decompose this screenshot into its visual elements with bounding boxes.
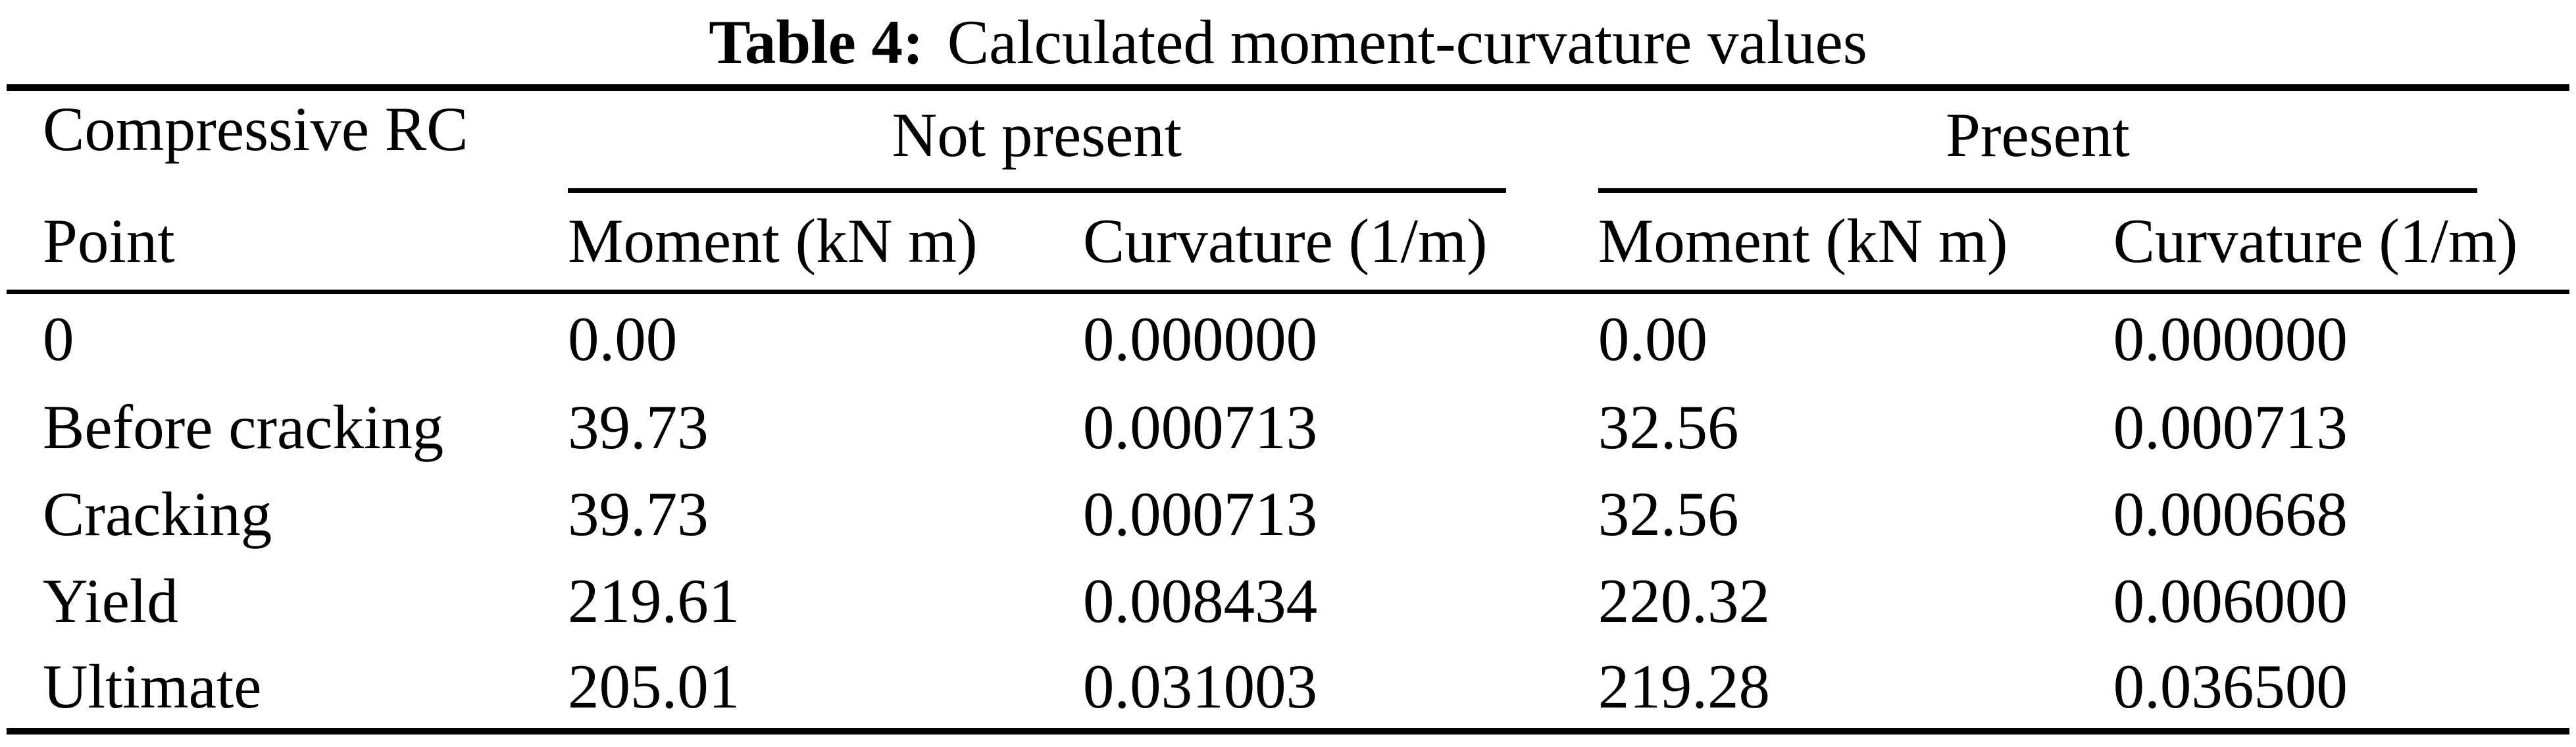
cell-p-curvature: 0.000000 bbox=[2113, 303, 2348, 374]
col-header-moment-present: Moment (kN m) bbox=[1598, 193, 2113, 294]
cell-np-curvature: 0.000713 bbox=[1082, 392, 1318, 462]
cell-p-curvature: 0.036500 bbox=[2113, 651, 2348, 721]
group-header-row: Compressive RC Not present Present bbox=[7, 88, 2569, 193]
cell-point: Cracking bbox=[43, 479, 272, 549]
cell-p-curvature: 0.006000 bbox=[2113, 566, 2348, 636]
moment-curvature-table: Compressive RC Not present Present Point… bbox=[7, 84, 2569, 734]
table-row: Ultimate 205.01 0.031003 219.28 0.036500 bbox=[7, 644, 2569, 731]
cell-np-curvature: 0.008434 bbox=[1082, 566, 1318, 636]
table-row: Cracking 39.73 0.000713 32.56 0.000668 bbox=[7, 471, 2569, 557]
cell-np-curvature: 0.000000 bbox=[1082, 303, 1318, 374]
group-label-not-present: Not present bbox=[568, 99, 1506, 193]
cell-np-moment: 39.73 bbox=[568, 392, 709, 462]
cell-np-moment: 205.01 bbox=[568, 651, 740, 721]
group-header-present: Present bbox=[1598, 88, 2569, 193]
table-row: 0 0.00 0.000000 0.00 0.000000 bbox=[7, 292, 2569, 384]
group-header-not-present: Not present bbox=[568, 88, 1598, 193]
cell-p-moment: 32.56 bbox=[1598, 392, 1739, 462]
header-point: Point bbox=[7, 193, 568, 294]
col-header-curvature-present: Curvature (1/m) bbox=[2113, 193, 2569, 294]
col-header-curvature-not-present: Curvature (1/m) bbox=[1082, 193, 1598, 294]
cell-p-moment: 32.56 bbox=[1598, 479, 1739, 549]
table-row: Yield 219.61 0.008434 220.32 0.006000 bbox=[7, 557, 2569, 644]
cell-np-curvature: 0.000713 bbox=[1082, 479, 1318, 549]
cell-p-moment: 219.28 bbox=[1598, 651, 1771, 721]
cell-np-moment: 219.61 bbox=[568, 566, 740, 636]
table-row: Before cracking 39.73 0.000713 32.56 0.0… bbox=[7, 384, 2569, 471]
cell-np-curvature: 0.031003 bbox=[1082, 651, 1318, 721]
table-caption: Table 4: Calculated moment-curvature val… bbox=[0, 0, 2576, 84]
cell-np-moment: 39.73 bbox=[568, 479, 709, 549]
cell-point: Before cracking bbox=[43, 392, 444, 462]
group-label-present: Present bbox=[1598, 99, 2477, 193]
cell-point: Ultimate bbox=[43, 651, 262, 721]
table-caption-label: Table 4: bbox=[709, 7, 924, 77]
col-header-moment-not-present: Moment (kN m) bbox=[568, 193, 1083, 294]
cell-p-curvature: 0.000668 bbox=[2113, 479, 2348, 549]
cell-p-moment: 220.32 bbox=[1598, 566, 1771, 636]
table-header: Compressive RC Not present Present Point… bbox=[7, 88, 2569, 294]
cell-point: Yield bbox=[43, 566, 178, 636]
column-header-row: Point Moment (kN m) Curvature (1/m) Mome… bbox=[7, 193, 2569, 294]
header-compressive-rc: Compressive RC bbox=[43, 94, 468, 164]
cell-point: 0 bbox=[43, 303, 74, 374]
cell-p-moment: 0.00 bbox=[1598, 303, 1708, 374]
cell-np-moment: 0.00 bbox=[568, 303, 678, 374]
table-caption-text: Calculated moment-curvature values bbox=[947, 7, 1867, 77]
table-body: 0 0.00 0.000000 0.00 0.000000 Before cra… bbox=[7, 292, 2569, 731]
cell-p-curvature: 0.000713 bbox=[2113, 392, 2348, 462]
